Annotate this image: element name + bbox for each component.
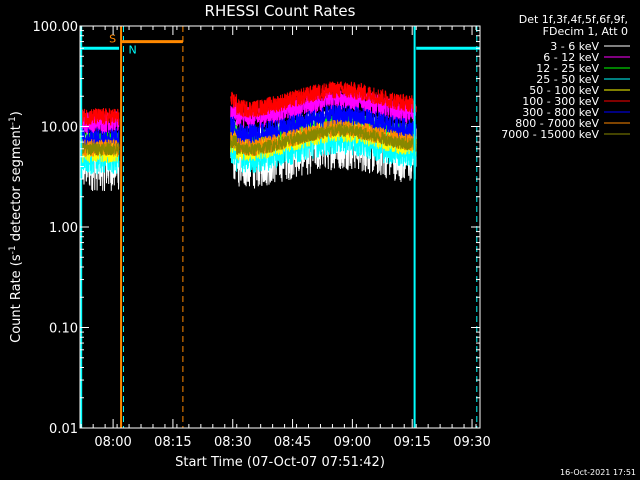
legend: Det 1f,3f,4f,5f,6f,9f,FDecim 1, Att 0 3 -… <box>501 13 630 141</box>
legend-entry-label: 300 - 800 keV <box>522 106 599 119</box>
timestamp: 16-Oct-2021 17:51 <box>560 468 636 477</box>
night-label: N <box>128 43 136 56</box>
y-axis-label: Count Rate (s-1 detector segment-1) <box>8 111 24 343</box>
legend-entry-label: 3 - 6 keV <box>550 40 599 53</box>
legend-entry-label: 100 - 300 keV <box>522 95 599 108</box>
x-axis-label: Start Time (07-Oct-07 07:51:42) <box>175 455 385 470</box>
y-tick-label: 0.01 <box>49 422 78 437</box>
x-tick-label: 09:00 <box>334 435 371 450</box>
series-trace-7000-15000-kev-seg1 <box>79 142 120 157</box>
y-tick-label: 0.10 <box>49 322 78 337</box>
y-tick-label: 1.00 <box>49 221 78 236</box>
legend-entry-label: 6 - 12 keV <box>543 51 599 64</box>
x-tick-label: 08:00 <box>94 435 131 450</box>
legend-header-line: FDecim 1, Att 0 <box>543 25 628 38</box>
x-tick-label: 09:15 <box>393 435 430 450</box>
x-tick-label: 09:30 <box>453 435 490 450</box>
x-tick-label: 08:15 <box>154 435 191 450</box>
y-axis: 100.00 10.00 1.00 0.10 0.01 <box>33 20 480 437</box>
legend-entry-label: 800 - 7000 keV <box>515 117 599 130</box>
y-tick-label: 100.00 <box>33 20 79 35</box>
legend-header-line: Det 1f,3f,4f,5f,6f,9f, <box>519 13 628 26</box>
x-tick-label: 08:45 <box>274 435 311 450</box>
y-tick-label: 10.00 <box>41 121 78 136</box>
legend-entry-label: 50 - 100 keV <box>529 84 599 97</box>
x-tick-label: 08:30 <box>214 435 251 450</box>
series-trace-7000-15000-kev-seg2 <box>230 123 417 156</box>
chart-title: RHESSI Count Rates <box>205 2 356 20</box>
series-trace-100-300-kev-seg2 <box>230 81 417 118</box>
series-trace-100-300-kev-seg1 <box>79 107 120 126</box>
x-axis: 08:00 08:15 08:30 08:45 09:00 09:15 09:30 <box>80 26 491 450</box>
series-trace-300-800-kev-seg2 <box>230 104 417 146</box>
legend-entry-label: 7000 - 15000 keV <box>501 128 599 141</box>
series-traces <box>79 81 417 192</box>
saa-label: S <box>109 33 116 46</box>
legend-entry-label: 12 - 25 keV <box>536 62 599 75</box>
legend-entry-label: 25 - 50 keV <box>536 73 599 86</box>
